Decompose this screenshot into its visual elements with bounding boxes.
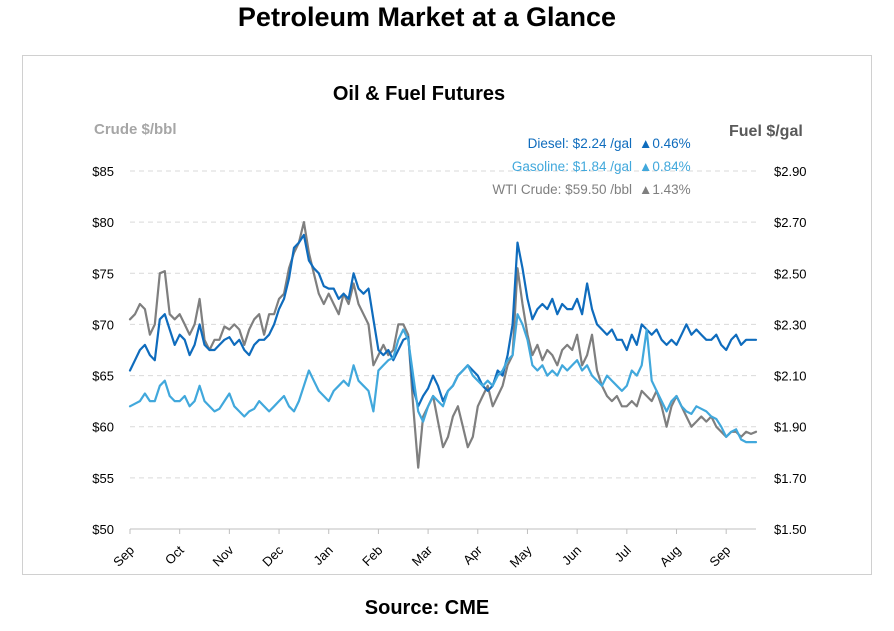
chart-frame: Oil & Fuel Futures Crude $/bbl Fuel $/ga… bbox=[22, 55, 872, 575]
legend-entry-text: Diesel: $2.24 /gal bbox=[528, 136, 632, 151]
y-tick-label-left: $65 bbox=[92, 369, 114, 384]
x-tick-label: Dec bbox=[259, 542, 286, 569]
y-tick-label-left: $70 bbox=[92, 317, 114, 332]
gridlines bbox=[130, 170, 756, 530]
y-axis-label-right: Fuel $/gal bbox=[729, 123, 803, 140]
legend-entry-change: ▲0.84% bbox=[639, 159, 691, 174]
series-line-diesel bbox=[128, 233, 758, 408]
y-tick-label-right: $1.90 bbox=[774, 420, 807, 435]
page-title: Petroleum Market at a Glance bbox=[237, 2, 617, 32]
y-axis-label-left: Crude $/bbl bbox=[94, 121, 177, 138]
y-tick-label-left: $75 bbox=[92, 266, 114, 281]
legend-entry-change: ▲0.46% bbox=[639, 136, 691, 151]
x-tick-label: Aug bbox=[657, 543, 684, 570]
legend-entry-text: WTI Crude: $59.50 /bbl bbox=[492, 182, 632, 197]
x-tick-label: Feb bbox=[359, 543, 385, 569]
y-tick-label-right: $1.50 bbox=[774, 522, 807, 537]
source-note: Source: CME bbox=[364, 597, 490, 619]
x-tick-label: Sep bbox=[706, 543, 733, 570]
x-tick-label: Nov bbox=[210, 542, 237, 569]
legend-entry-change: ▲1.43% bbox=[639, 182, 691, 197]
series-lines bbox=[128, 221, 758, 469]
x-tick-label: Apr bbox=[460, 542, 485, 567]
y-tick-label-right: $1.70 bbox=[774, 471, 807, 486]
y-tick-label-right: $2.30 bbox=[774, 317, 807, 332]
oil-fuel-futures-chart: Oil & Fuel Futures Crude $/bbl Fuel $/ga… bbox=[92, 83, 806, 570]
legend-entry-text: Gasoline: $1.84 /gal bbox=[512, 159, 632, 174]
x-tick-label: Jun bbox=[559, 543, 584, 568]
x-tick-label: Mar bbox=[409, 542, 436, 569]
y-tick-label-left: $60 bbox=[92, 420, 114, 435]
series-line-gasoline bbox=[128, 313, 758, 444]
y-tick-label-left: $85 bbox=[92, 164, 114, 179]
y-tick-label-left: $80 bbox=[92, 215, 114, 230]
x-tick-label: Jan bbox=[310, 543, 335, 568]
axis-ticks: $50 $1.50 $55 $1.70 $60 $1.90 $65 $2.10 $70 $2.30… bbox=[92, 164, 806, 570]
y-tick-label-right: $2.70 bbox=[774, 215, 807, 230]
legend: Diesel: $2.24 /gal ▲0.46% Gasoline: $1.84 … bbox=[492, 136, 690, 197]
series-line-wti-crude bbox=[128, 221, 758, 469]
y-tick-label-right: $2.90 bbox=[774, 164, 807, 179]
y-tick-label-right: $2.10 bbox=[774, 369, 807, 384]
chart-title: Oil & Fuel Futures bbox=[333, 83, 505, 105]
x-tick-label: Jul bbox=[612, 542, 634, 564]
x-tick-label: Oct bbox=[162, 542, 187, 567]
y-tick-label-right: $2.50 bbox=[774, 266, 807, 281]
x-tick-label: Sep bbox=[110, 543, 137, 570]
y-tick-label-left: $50 bbox=[92, 522, 114, 537]
y-tick-label-left: $55 bbox=[92, 471, 114, 486]
x-tick-label: May bbox=[507, 542, 535, 570]
